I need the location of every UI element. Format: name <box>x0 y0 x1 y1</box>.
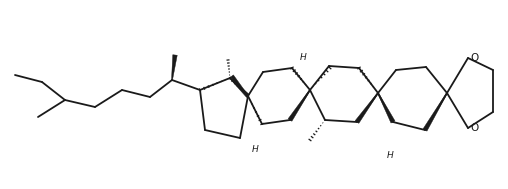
Polygon shape <box>377 93 395 123</box>
Text: O: O <box>470 123 478 133</box>
Polygon shape <box>423 93 448 131</box>
Polygon shape <box>231 75 248 96</box>
Polygon shape <box>230 78 249 97</box>
Text: H: H <box>300 53 306 63</box>
Polygon shape <box>355 93 378 123</box>
Polygon shape <box>288 90 310 121</box>
Text: O: O <box>470 53 478 63</box>
Polygon shape <box>172 55 177 80</box>
Text: H: H <box>251 146 259 154</box>
Text: H: H <box>387 150 393 160</box>
